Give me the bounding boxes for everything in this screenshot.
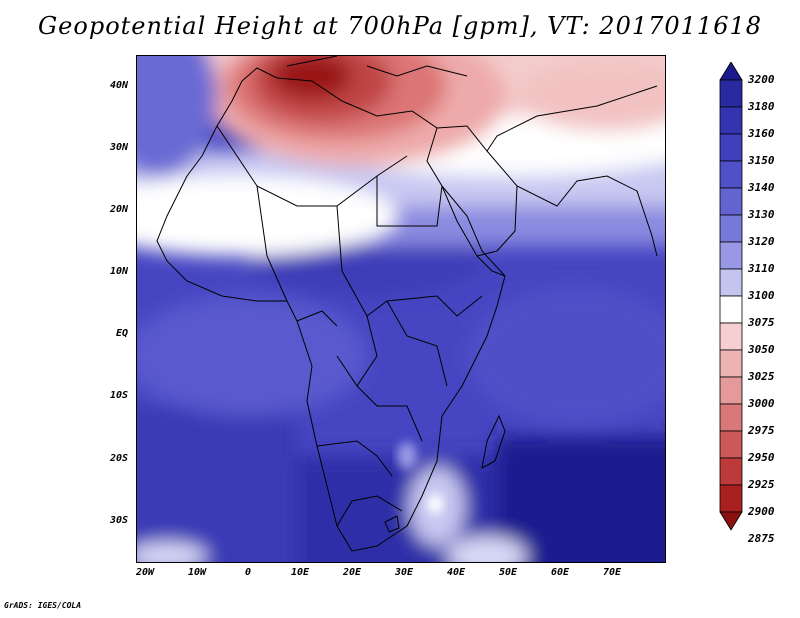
lat-label: 10N	[109, 266, 128, 277]
colorbar-label: 3100	[748, 289, 775, 302]
colorbar-swatch	[719, 376, 743, 405]
map-panel	[136, 55, 666, 563]
colorbar-label: 2900	[748, 505, 775, 518]
colorbar-swatch	[719, 403, 743, 432]
colorbar-swatch	[719, 187, 743, 216]
lon-label: 30E	[394, 567, 414, 578]
lat-label: 40N	[109, 80, 128, 91]
colorbar-label: 3140	[748, 181, 775, 194]
lat-label: EQ	[115, 328, 128, 339]
chart-title: Geopotential Height at 700hPa [gpm], VT:…	[38, 12, 762, 40]
colorbar-top-arrow	[719, 62, 743, 81]
colorbar-swatch	[719, 133, 743, 162]
colorbar-label: 3200	[748, 73, 775, 86]
colorbar-label: 3150	[748, 154, 775, 167]
colorbar-swatch	[719, 349, 743, 378]
colorbar-label: 3110	[748, 262, 775, 275]
colorbar-swatch	[719, 268, 743, 297]
colorbar-swatch	[719, 457, 743, 486]
geopotential-field	[137, 56, 665, 562]
colorbar-label: 3000	[748, 397, 775, 410]
colorbar-swatch	[719, 295, 743, 324]
lat-label: 20S	[109, 453, 128, 464]
colorbar-label: 3130	[748, 208, 775, 221]
colorbar-label: 2975	[748, 424, 775, 437]
colorbar-label: 3120	[748, 235, 775, 248]
colorbar-label: 3180	[748, 100, 775, 113]
colorbar-swatch	[719, 484, 743, 513]
lon-label: 10W	[187, 567, 207, 578]
coastlines	[156, 56, 658, 552]
colorbar-label: 3160	[748, 127, 775, 140]
lon-label: 0	[244, 567, 252, 578]
lon-label: 40E	[446, 567, 466, 578]
lon-label: 20E	[342, 567, 362, 578]
lat-label: 30N	[109, 142, 128, 153]
lat-label: 20N	[109, 204, 128, 215]
colorbar-label: 3025	[748, 370, 775, 383]
colorbar-swatch	[719, 322, 743, 351]
colorbar-swatch	[719, 241, 743, 270]
credit-text: GrADS: IGES/COLA	[4, 601, 82, 610]
colorbar-label: 3050	[748, 343, 775, 356]
lon-label: 50E	[498, 567, 518, 578]
lon-label: 60E	[550, 567, 570, 578]
colorbar-swatch	[719, 106, 743, 135]
colorbar-label: 3075	[748, 316, 775, 329]
colorbar-label: 2875	[748, 532, 775, 545]
lat-label: 10S	[109, 390, 128, 401]
colorbar-swatch	[719, 160, 743, 189]
colorbar-label: 2925	[748, 478, 775, 491]
lon-label: 10E	[290, 567, 310, 578]
colorbar-bottom-arrow	[719, 511, 743, 531]
lat-label: 30S	[109, 515, 128, 526]
lon-label: 70E	[602, 567, 622, 578]
colorbar-swatch	[719, 430, 743, 459]
color-bar	[719, 62, 743, 531]
colorbar-swatch	[719, 79, 743, 108]
colorbar-label: 2950	[748, 451, 775, 464]
colorbar-swatch	[719, 214, 743, 243]
lon-label: 20W	[135, 567, 155, 578]
